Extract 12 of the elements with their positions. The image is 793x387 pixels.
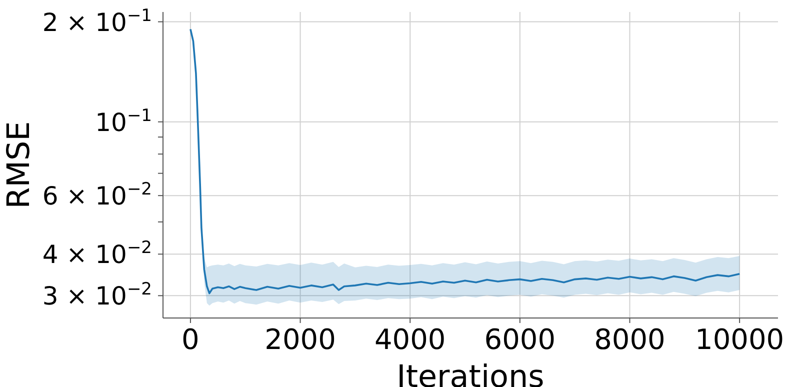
- x-tick-label: 4000: [374, 323, 446, 356]
- y-axis-title: RMSE: [1, 121, 38, 209]
- x-tick-label: 2000: [264, 323, 336, 356]
- x-tick-label: 0: [182, 323, 200, 356]
- y-tick-label: 6 × 10$^{−2}$: [42, 180, 152, 211]
- y-tick-label: 4 × 10$^{−2}$: [42, 238, 152, 270]
- x-tick-label: 8000: [594, 323, 666, 356]
- x-tick-label: 10000: [695, 323, 784, 356]
- y-tick-label: 2 × 10$^{−1}$: [42, 6, 152, 37]
- x-tick-label: 6000: [484, 323, 556, 356]
- y-tick-label: 3 × 10$^{−2}$: [42, 280, 152, 311]
- y-tick-label: 10$^{−1}$: [95, 106, 152, 137]
